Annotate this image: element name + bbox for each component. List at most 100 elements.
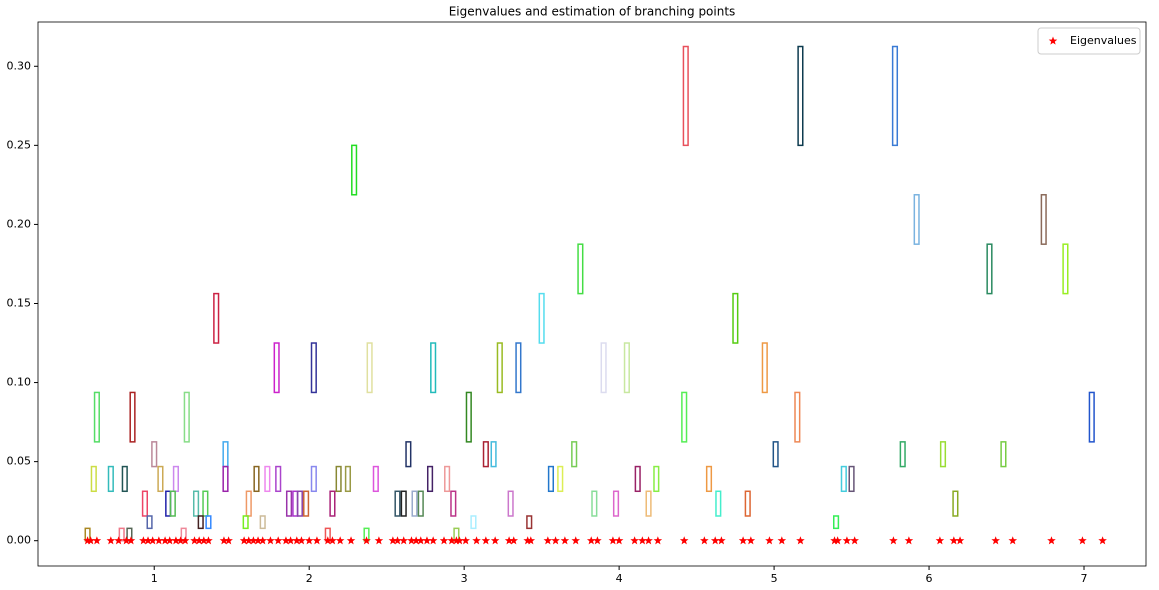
interval [715,490,722,517]
eigenvalue-point [638,536,647,545]
x-tick-label: 3 [461,572,468,585]
eigenvalue-point [560,536,570,545]
interval [761,342,768,394]
eigenvalue-point [249,536,258,545]
eigenvalue-point [765,536,774,545]
eigenvalue-point [374,536,384,545]
interval [213,292,220,344]
interval [394,490,401,517]
interval [344,465,352,493]
eigenvalue-point [399,536,408,545]
interval [296,490,303,517]
interval [400,490,407,517]
interval [351,144,358,196]
eigenvalue-point [239,536,249,545]
interval [496,342,503,394]
eigenvalue-point [273,536,283,545]
interval [192,490,200,517]
eigenvalue-point [204,536,213,545]
eigenvalue-point [92,536,102,545]
interval [450,490,457,517]
interval [634,465,641,493]
interval [151,441,158,468]
eigenvalue-point [253,536,263,545]
interval [405,441,412,468]
interval [952,490,959,517]
eigenvalue-point [455,536,464,545]
eigenvalue-point [523,536,532,545]
eigenvalue-point [586,536,596,545]
eigenvalue-point [608,536,618,545]
eigenvalue-point [746,536,756,545]
interval [848,465,855,493]
interval [417,490,424,517]
eigenvalue-point [850,536,859,545]
eigenvalue-point [833,536,842,545]
eigenvalue-point [362,536,371,545]
interval [645,490,652,517]
interval [253,465,260,493]
interval [744,490,751,517]
eigenvalue-point [199,536,209,545]
eigenvalue-point [304,536,314,545]
eigenvalue-point [416,536,426,545]
x-tick-label: 6 [926,572,933,585]
interval [366,342,373,394]
eigenvalue-point [991,536,1000,545]
interval [794,391,801,443]
y-tick-label: 0.20 [7,217,32,230]
interval [547,465,555,493]
eigenvalue-point [1098,536,1107,545]
plot-frame [37,21,1147,567]
interval [465,391,472,443]
eigenvalue-point [1008,536,1018,545]
interval [285,490,293,517]
eigenvalue-point [504,536,514,545]
interval [840,465,847,493]
interval [197,515,204,530]
x-tick-label: 5 [771,572,778,585]
eigenvalue-point [122,536,131,545]
interval [899,441,906,468]
eigenvalue-point [461,536,470,545]
eigenvalue-point [777,536,787,545]
interval [470,515,477,530]
interval [682,45,689,147]
eigenvalue-point [422,536,432,545]
eigenvalue-point [312,536,322,545]
eigenvalue-point [86,536,95,545]
eigenvalue-point [143,536,153,545]
chart-title: Eigenvalues and estimation of branching … [449,5,736,19]
interval [121,465,128,493]
interval [490,441,497,468]
eigenvalue-point [281,536,291,545]
eigenvalue-point [160,536,170,545]
interval [141,490,149,517]
interval [372,465,379,493]
eigenvalue-point [258,536,267,545]
eigenvalue-point [842,536,852,545]
eigenvalue-point [796,536,805,545]
interval [732,292,739,344]
eigenvalue-point [630,536,639,545]
eigenvalue-point [543,536,553,545]
y-tick-label: 0.10 [7,376,32,389]
interval [1088,391,1095,443]
interval [577,243,584,295]
eigenvalue-point [509,536,519,545]
eigenvalue-point [551,536,560,545]
interval [591,490,598,517]
legend-marker [1048,36,1058,45]
legend-label: Eigenvalues [1070,34,1137,47]
interval [205,515,212,530]
interval [259,515,266,530]
eigenvalue-point [679,536,689,545]
interval [222,465,229,493]
interval [681,391,688,443]
eigenvalue-point [472,536,481,545]
interval [891,45,899,147]
eigenvalue-point [653,536,663,545]
eigenvalue-point [593,536,602,545]
interval [797,45,804,147]
eigenvalue-point [323,536,333,545]
